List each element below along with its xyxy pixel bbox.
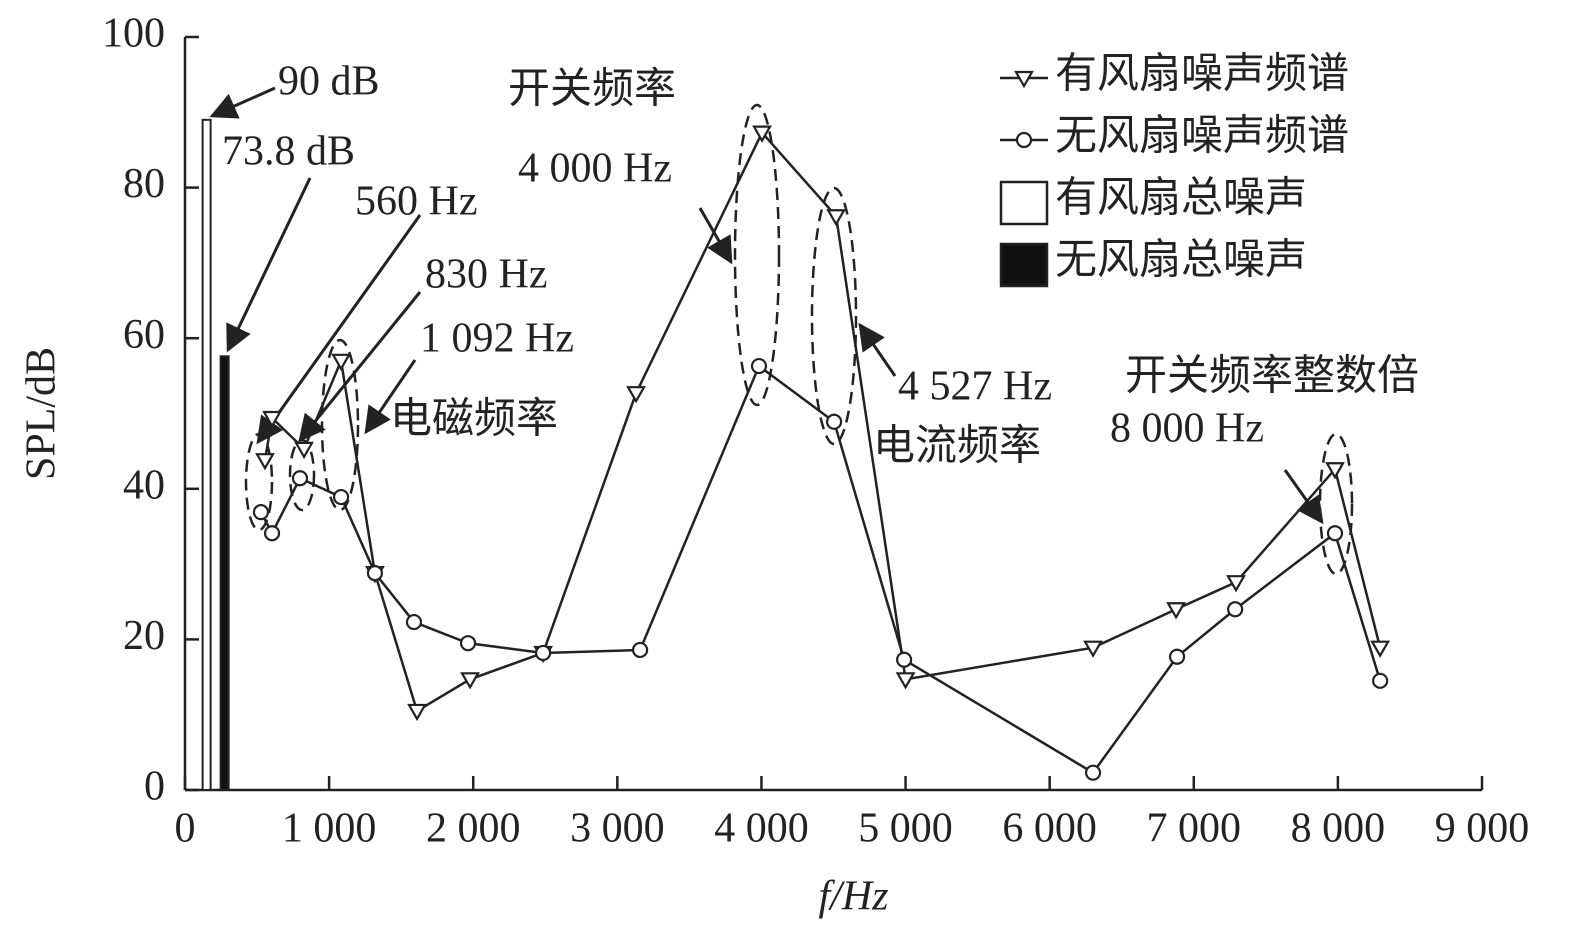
x-tick-label: 6 000 (1002, 806, 1097, 852)
point-marker (1370, 640, 1391, 658)
point-marker (626, 386, 646, 404)
x-tick-label: 9 000 (1435, 806, 1530, 852)
point-marker (535, 644, 552, 662)
legend-marker (1014, 70, 1034, 89)
bar (201, 118, 212, 791)
point-marker (1168, 648, 1186, 665)
legend-label: 无风扇噪声频谱 (1055, 114, 1349, 160)
point-marker (750, 357, 768, 375)
legend-swatch (999, 242, 1049, 288)
x-tick-label: 0 (175, 806, 196, 852)
x-tick-label: 5 000 (858, 806, 953, 852)
point-marker (825, 413, 843, 430)
annotation-arrows (209, 86, 1324, 525)
legend-marker (1015, 131, 1033, 149)
annotation: 560 Hz (355, 179, 477, 225)
annotation: 开关频率整数倍 (1125, 353, 1419, 400)
annotation: 8 000 Hz (1110, 406, 1264, 452)
point-marker (291, 470, 309, 487)
point-marker (405, 613, 423, 631)
x-tick-label: 4 000 (714, 806, 809, 852)
point-marker (459, 635, 477, 652)
point-marker (332, 488, 350, 506)
annotation: 开关频率 (508, 66, 676, 113)
legend-label: 无风扇总噪声 (1055, 238, 1307, 284)
annotation: 电流频率 (873, 423, 1041, 470)
annotation: 830 Hz (425, 252, 547, 298)
point-marker (896, 651, 913, 668)
point-marker (255, 453, 275, 471)
point-marker (1325, 462, 1345, 480)
x-tick-label: 3 000 (570, 806, 665, 852)
point-marker (460, 672, 480, 690)
point-marker (1166, 602, 1186, 620)
point-marker (262, 410, 282, 429)
x-tick-label: 8 000 (1291, 806, 1386, 852)
point-marker (331, 353, 351, 372)
y-tick-label: 40 (123, 462, 165, 508)
point-marker (294, 441, 314, 460)
y-axis-label: SPL/dB (19, 347, 65, 480)
legend-label: 有风扇总噪声 (1055, 176, 1307, 222)
annotation: 90 dB (278, 59, 380, 105)
x-axis-label: f/Hz (818, 874, 888, 920)
annotation: 电磁频率 (390, 396, 558, 443)
point-marker (1326, 525, 1344, 542)
annotation: 4 000 Hz (518, 146, 672, 192)
annotation: 1 092 Hz (420, 316, 574, 362)
point-marker (1227, 601, 1244, 618)
bar (219, 355, 230, 791)
point-marker (252, 504, 270, 521)
point-marker (752, 125, 772, 143)
legend-label: 有风扇噪声频谱 (1055, 52, 1349, 98)
point-marker (632, 641, 649, 659)
point-marker (895, 672, 916, 690)
y-tick-label: 60 (123, 312, 165, 358)
point-marker (1226, 575, 1246, 593)
x-tick-label: 7 000 (1147, 806, 1242, 852)
y-tick-label: 0 (144, 764, 165, 810)
y-tick-label: 80 (123, 161, 165, 207)
x-tick-label: 2 000 (426, 806, 521, 852)
point-marker (366, 565, 384, 582)
y-tick-label: 100 (102, 11, 165, 57)
legend-swatch (999, 180, 1049, 226)
point-marker (826, 209, 846, 227)
point-marker (1372, 672, 1389, 689)
annotation: 73.8 dB (222, 129, 355, 175)
point-marker (1084, 764, 1102, 781)
y-tick-label: 20 (123, 613, 165, 659)
point-marker (263, 525, 281, 542)
point-marker (407, 703, 427, 722)
annotation: 4 527 Hz (898, 364, 1052, 410)
point-marker (1083, 640, 1103, 658)
x-tick-label: 1 000 (282, 806, 377, 852)
